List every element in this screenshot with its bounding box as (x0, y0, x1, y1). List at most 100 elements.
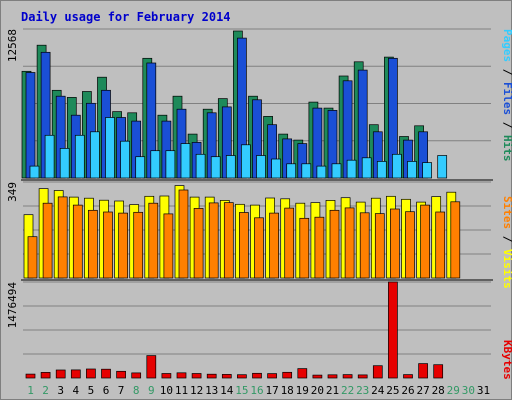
day-label-9: 9 (148, 384, 155, 397)
pages-bar-day-3 (59, 148, 70, 179)
day-label-16: 16 (250, 384, 263, 397)
legend-part: Visits (501, 249, 512, 289)
kbytes-bar-day-11 (176, 372, 187, 379)
pages-bar-day-8 (135, 156, 146, 179)
day-label-14: 14 (220, 384, 234, 397)
kbytes-ymax-label: 1476494 (6, 282, 19, 329)
day-label-27: 27 (416, 384, 429, 397)
day-label-4: 4 (72, 384, 79, 397)
day-label-2: 2 (42, 384, 49, 397)
sites-bar-day-15 (239, 212, 249, 279)
kbytes-bar-day-26 (403, 374, 413, 379)
day-label-5: 5 (88, 384, 95, 397)
day-label-18: 18 (281, 384, 294, 397)
kbytes-bar-day-9 (146, 355, 157, 379)
kbytes-bar-day-23 (357, 374, 368, 379)
pages-bar-day-6 (105, 117, 115, 179)
sites-bar-day-22 (344, 207, 355, 279)
pages-bar-day-9 (150, 150, 161, 179)
kbytes-bar-day-27 (418, 363, 428, 379)
legend-part: / (501, 62, 512, 82)
pages-bar-day-25 (392, 153, 402, 179)
hits-panel-legend: Pages / Files / Hits (501, 29, 512, 162)
pages-bar-day-14 (225, 155, 236, 179)
day-label-24: 24 (371, 384, 385, 397)
pages-bar-day-2 (44, 134, 55, 179)
pages-bar-day-18 (286, 163, 297, 179)
x-axis-day-labels: 1 2 3 4 5 6 7 8 9 10 11 12 13 14 15 16 17 18 19 20 21 22 23 24 2… (27, 384, 490, 397)
pages-bar-day-19 (301, 163, 312, 179)
files-bar-day-1 (25, 72, 36, 179)
pages-bar-day-7 (120, 140, 130, 179)
sites-bar-day-1 (27, 236, 38, 279)
day-label-3: 3 (57, 384, 64, 397)
kbytes-bar-day-14 (221, 374, 232, 379)
pages-bar-day-28 (437, 155, 448, 179)
pages-bar-day-1 (29, 165, 40, 179)
day-label-13: 13 (205, 384, 218, 397)
legend-part: / (501, 115, 512, 135)
chart-title: Daily usage for February 2014 (21, 10, 231, 24)
pages-bar-day-15 (241, 144, 251, 179)
day-label-23: 23 (356, 384, 369, 397)
sites-bar-day-23 (359, 212, 370, 279)
kbytes-bar-day-17 (267, 373, 277, 379)
day-label-7: 7 (118, 384, 125, 397)
sites-bar-day-13 (208, 202, 219, 279)
kbytes-panel: 1476494 (6, 281, 491, 379)
visits-panel: 349 (6, 181, 491, 279)
kbytes-bar-day-18 (282, 371, 293, 379)
pages-bar-day-10 (165, 150, 176, 179)
sites-bar-day-7 (118, 212, 128, 279)
sites-bar-day-29 (450, 201, 461, 279)
sites-bar-day-28 (435, 211, 446, 279)
day-label-15: 15 (235, 384, 248, 397)
kbytes-bar-day-6 (101, 368, 111, 379)
kbytes-bar-day-2 (40, 372, 51, 379)
sites-bar-day-4 (72, 204, 83, 279)
kbytes-bar-day-22 (342, 374, 353, 379)
pages-bar-day-12 (195, 153, 206, 179)
pages-bar-day-24 (376, 161, 387, 179)
kbytes-bar-day-16 (252, 372, 262, 379)
sites-bar-day-21 (329, 209, 340, 279)
kbytes-bar-day-4 (70, 369, 81, 379)
sites-bar-day-20 (314, 216, 325, 279)
kbytes-bar-day-10 (161, 373, 172, 379)
day-label-21: 21 (326, 384, 339, 397)
sites-bar-day-25 (390, 208, 400, 279)
sites-bar-day-2 (42, 202, 53, 279)
sites-bar-day-17 (269, 212, 279, 279)
legend-part: Files (501, 82, 512, 115)
day-label-31: 31 (477, 384, 490, 397)
sites-bar-day-6 (103, 211, 113, 279)
kbytes-bar-day-20 (312, 374, 323, 379)
day-label-30: 30 (462, 384, 475, 397)
day-label-29: 29 (447, 384, 460, 397)
sites-bar-day-27 (420, 204, 430, 279)
kbytes-bar-day-8 (131, 372, 142, 379)
sites-bar-day-19 (299, 217, 310, 279)
kbytes-bar-day-3 (55, 369, 66, 379)
sites-bar-day-14 (223, 202, 234, 279)
kbytes-bar-day-12 (191, 373, 202, 379)
day-label-11: 11 (175, 384, 188, 397)
pages-bar-day-27 (422, 162, 432, 179)
pages-bar-day-11 (180, 143, 191, 179)
side-legends: Pages / Files / Hits Sites / Visits KBytes (501, 29, 512, 380)
kbytes-bar-day-1 (25, 373, 36, 379)
legend-part: Hits (501, 135, 512, 162)
legend-part: KBytes (501, 340, 512, 380)
sites-bar-day-18 (284, 207, 295, 279)
sites-bar-day-9 (148, 202, 159, 279)
legend-part: / (501, 229, 512, 249)
day-label-22: 22 (341, 384, 354, 397)
sites-bar-day-26 (405, 211, 415, 279)
pages-bar-day-17 (271, 158, 281, 179)
day-label-20: 20 (311, 384, 324, 397)
pages-bar-day-23 (361, 157, 372, 179)
sites-bar-day-10 (163, 213, 174, 279)
kbytes-bar-day-24 (372, 365, 383, 379)
